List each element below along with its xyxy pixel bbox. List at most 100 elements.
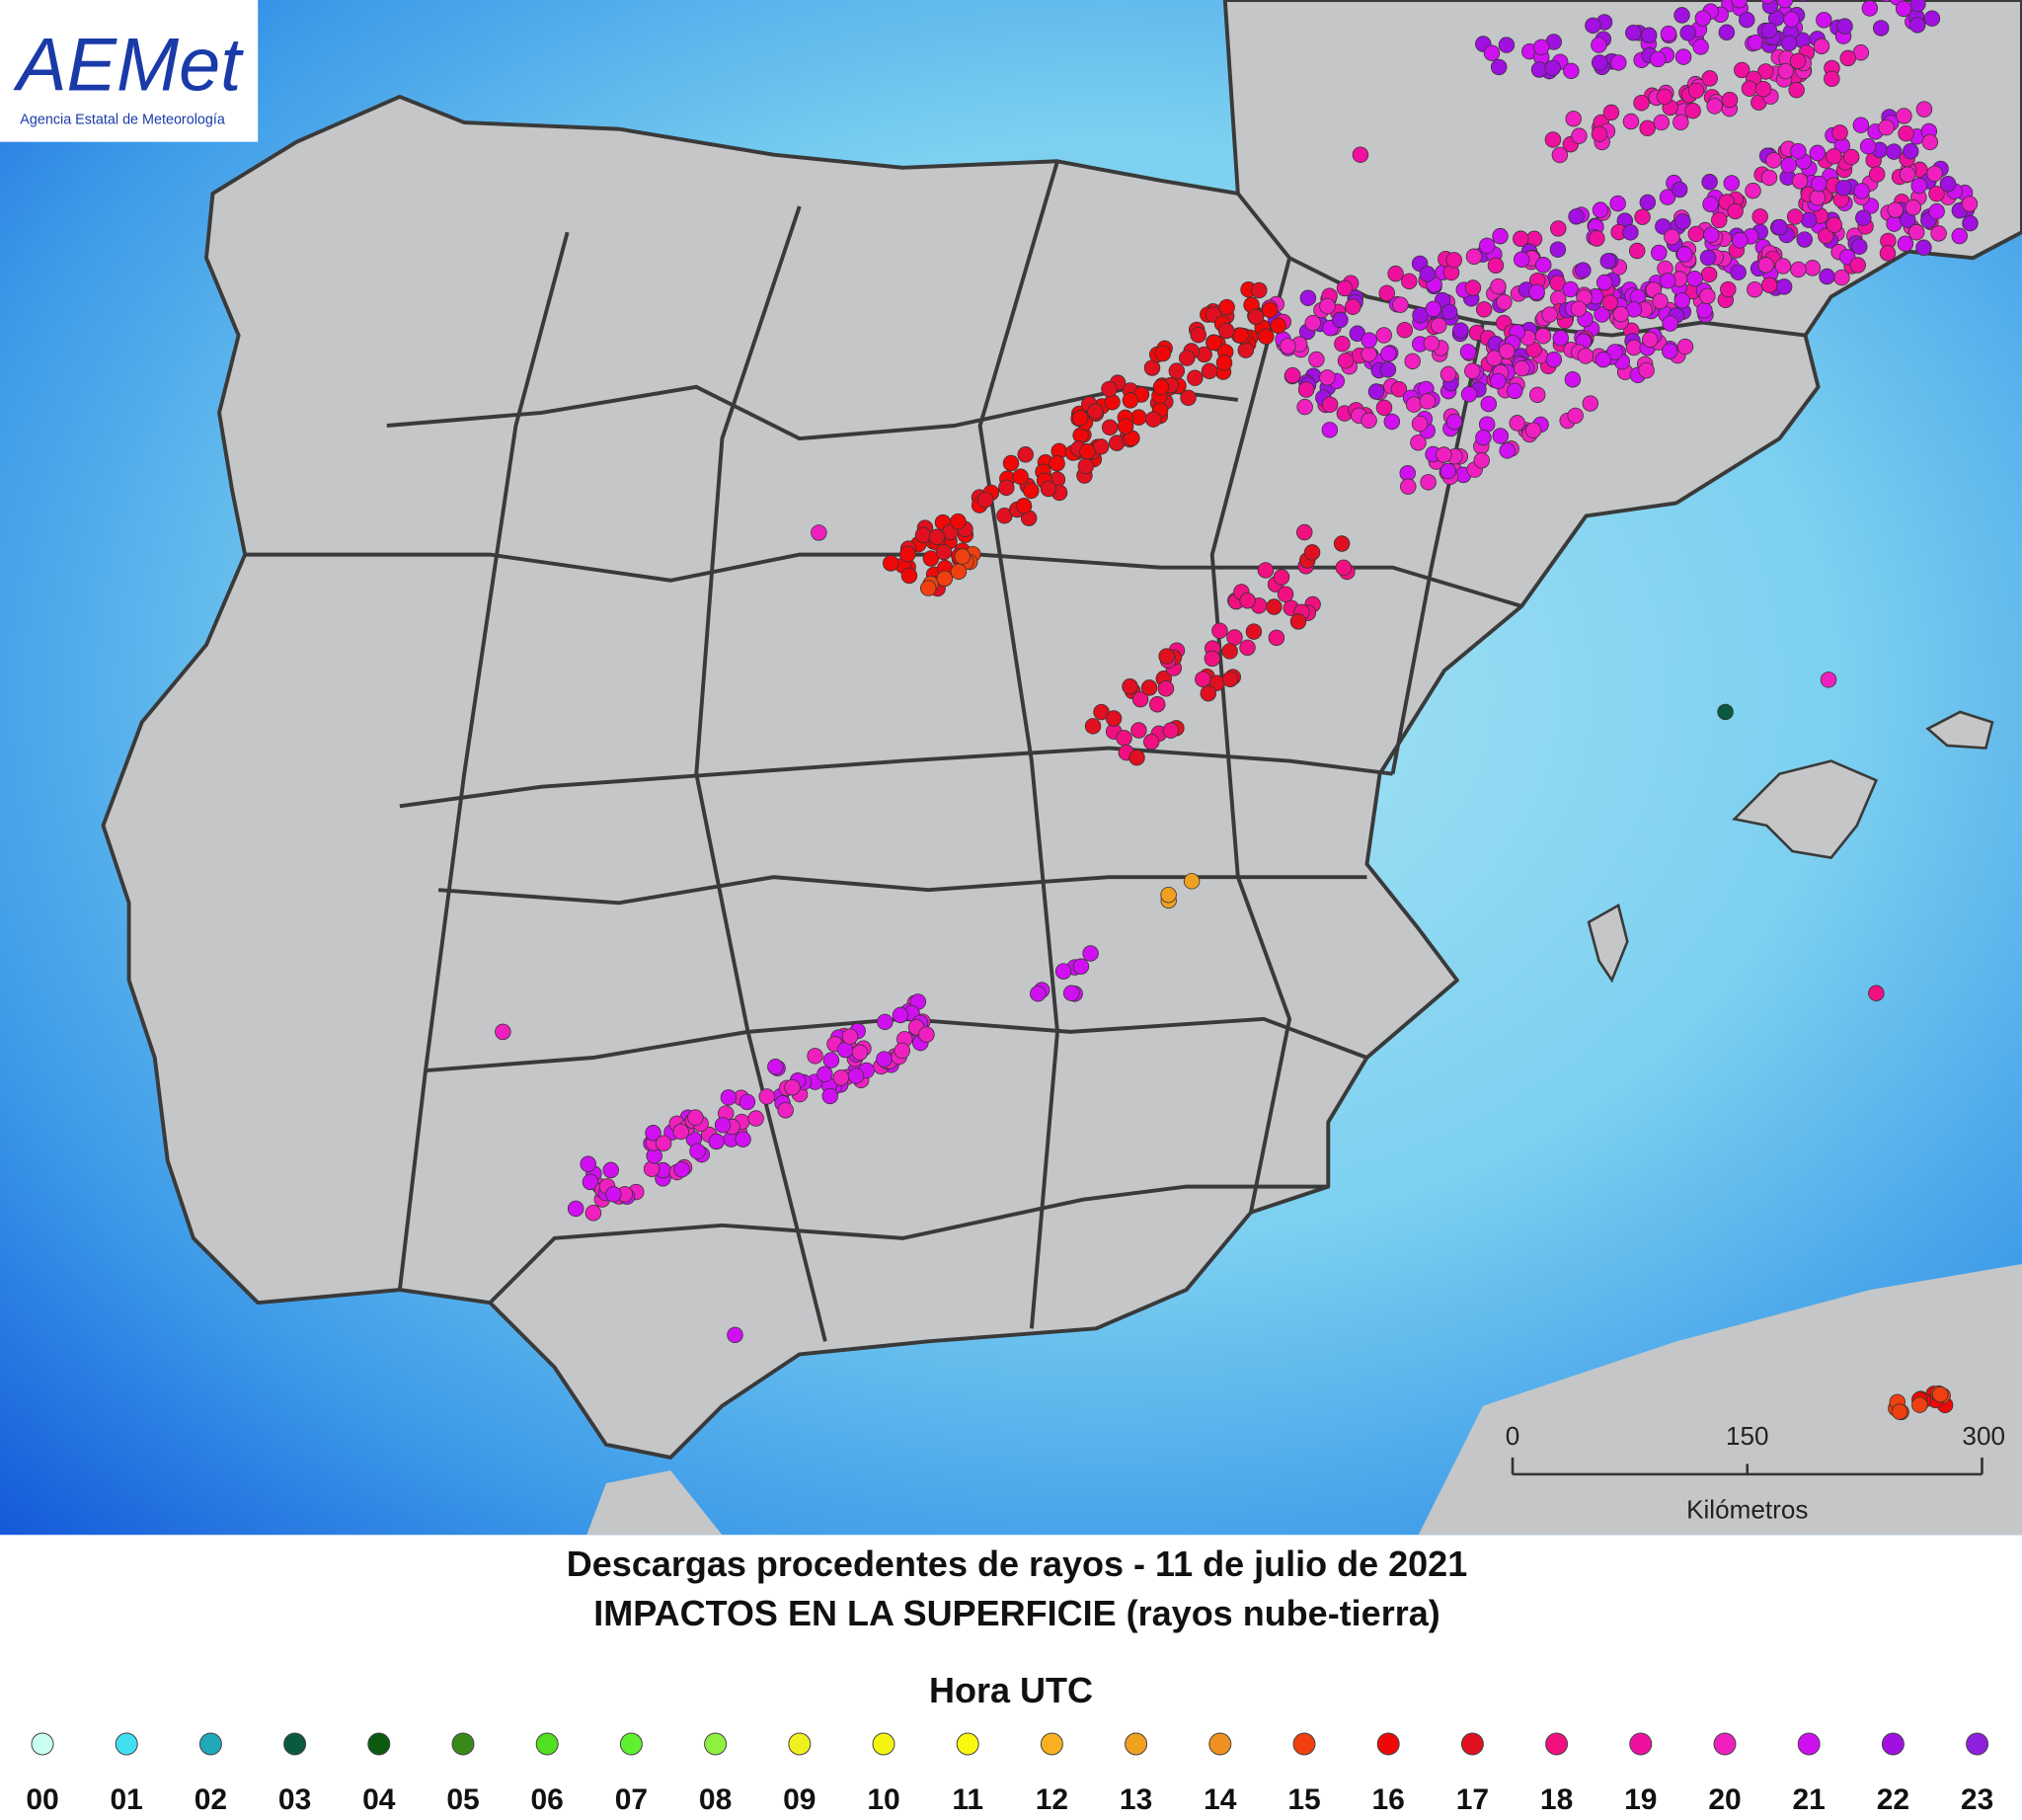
strike <box>1692 39 1709 55</box>
strike <box>1660 273 1676 289</box>
legend-swatch <box>788 1732 812 1756</box>
strike <box>1419 266 1437 282</box>
strike <box>584 1205 602 1222</box>
legend-swatch <box>1545 1732 1569 1756</box>
legend-label: 07 <box>615 1783 648 1816</box>
strike <box>1483 44 1501 61</box>
strike <box>1411 415 1429 433</box>
strike <box>1308 351 1325 368</box>
strike <box>567 1200 584 1218</box>
strike <box>1923 10 1941 27</box>
strike <box>811 524 827 541</box>
strike <box>1907 224 1925 241</box>
logo-title: AEMet <box>13 23 244 107</box>
strike <box>1239 639 1256 657</box>
strike <box>1303 544 1321 561</box>
strike <box>1423 335 1440 352</box>
strike <box>1030 985 1047 1002</box>
strike <box>689 1143 706 1160</box>
strike <box>1650 50 1667 68</box>
strike <box>673 1161 690 1178</box>
strike <box>1130 722 1147 739</box>
strike <box>1396 322 1413 339</box>
strike <box>1200 684 1217 702</box>
legend-label: 01 <box>111 1783 143 1816</box>
strike <box>817 1066 833 1082</box>
strike <box>1878 119 1895 136</box>
strike <box>1897 235 1914 252</box>
strike <box>1475 429 1492 446</box>
strike <box>1754 81 1772 98</box>
strike <box>1701 70 1718 87</box>
strike <box>1140 679 1158 696</box>
strike <box>1498 37 1516 53</box>
strike <box>1853 183 1870 199</box>
legend-label: 16 <box>1372 1783 1405 1816</box>
strike <box>1412 306 1429 324</box>
strike <box>767 1059 784 1075</box>
strike <box>1082 945 1099 962</box>
strike <box>1809 144 1827 162</box>
strike <box>1266 598 1283 615</box>
strike <box>1730 264 1747 280</box>
strike <box>1928 185 1945 202</box>
strike <box>1852 117 1870 133</box>
scale-bar <box>1511 1457 1983 1476</box>
strike <box>1788 81 1805 99</box>
strike <box>777 1102 794 1119</box>
strike <box>1183 873 1201 890</box>
strike <box>1836 18 1853 35</box>
strike <box>1404 353 1421 370</box>
strike <box>1475 301 1493 318</box>
strike <box>1439 365 1457 383</box>
legend-label: 02 <box>194 1783 227 1816</box>
strike <box>1101 380 1118 398</box>
strike <box>1734 61 1750 79</box>
strike <box>1660 25 1677 42</box>
strike <box>918 1026 935 1043</box>
strike <box>1760 22 1778 40</box>
strike <box>976 491 994 509</box>
strike <box>1780 156 1797 174</box>
strike <box>1711 211 1728 229</box>
strike <box>1072 958 1090 975</box>
strike <box>1154 345 1172 362</box>
legend-title: Hora UTC <box>929 1670 1093 1710</box>
strike <box>1656 88 1673 106</box>
strike <box>1612 306 1629 323</box>
strike <box>950 513 967 530</box>
subtitle: IMPACTOS EN LA SUPERFICIE (rayos nube-ti… <box>593 1593 1439 1633</box>
strike <box>1332 311 1349 329</box>
strike <box>1723 175 1741 192</box>
strike <box>841 1028 859 1045</box>
strike <box>1289 613 1307 630</box>
scale-label: 150 <box>1726 1421 1769 1451</box>
strike <box>954 548 971 565</box>
strike <box>1425 300 1442 318</box>
strike <box>1595 274 1613 291</box>
land <box>1732 759 1879 859</box>
legend-swatch <box>1797 1732 1821 1756</box>
strike <box>1012 468 1029 485</box>
strike <box>1757 257 1774 274</box>
strike <box>1379 361 1397 378</box>
strike <box>877 1013 894 1031</box>
legend-swatch <box>619 1732 643 1756</box>
strike <box>1868 985 1885 1001</box>
legend: 00 01 02 03 04 05 06 07 08 09 10 11 12 13 14 15 16 17 18 19… <box>26 1732 1993 1816</box>
strike <box>1961 196 1979 212</box>
legend-swatch <box>1881 1732 1905 1756</box>
strike <box>1321 422 1339 438</box>
strike <box>1673 292 1691 309</box>
legend-label: 08 <box>699 1783 732 1816</box>
legend-swatch <box>198 1732 222 1756</box>
strike <box>1910 177 1927 195</box>
strike <box>1383 413 1401 431</box>
strike <box>720 1089 738 1106</box>
strike <box>1826 148 1842 165</box>
strike <box>892 1006 909 1024</box>
strike <box>1659 189 1676 205</box>
strike <box>1524 422 1542 438</box>
strike <box>1490 372 1507 390</box>
strike <box>935 543 953 561</box>
